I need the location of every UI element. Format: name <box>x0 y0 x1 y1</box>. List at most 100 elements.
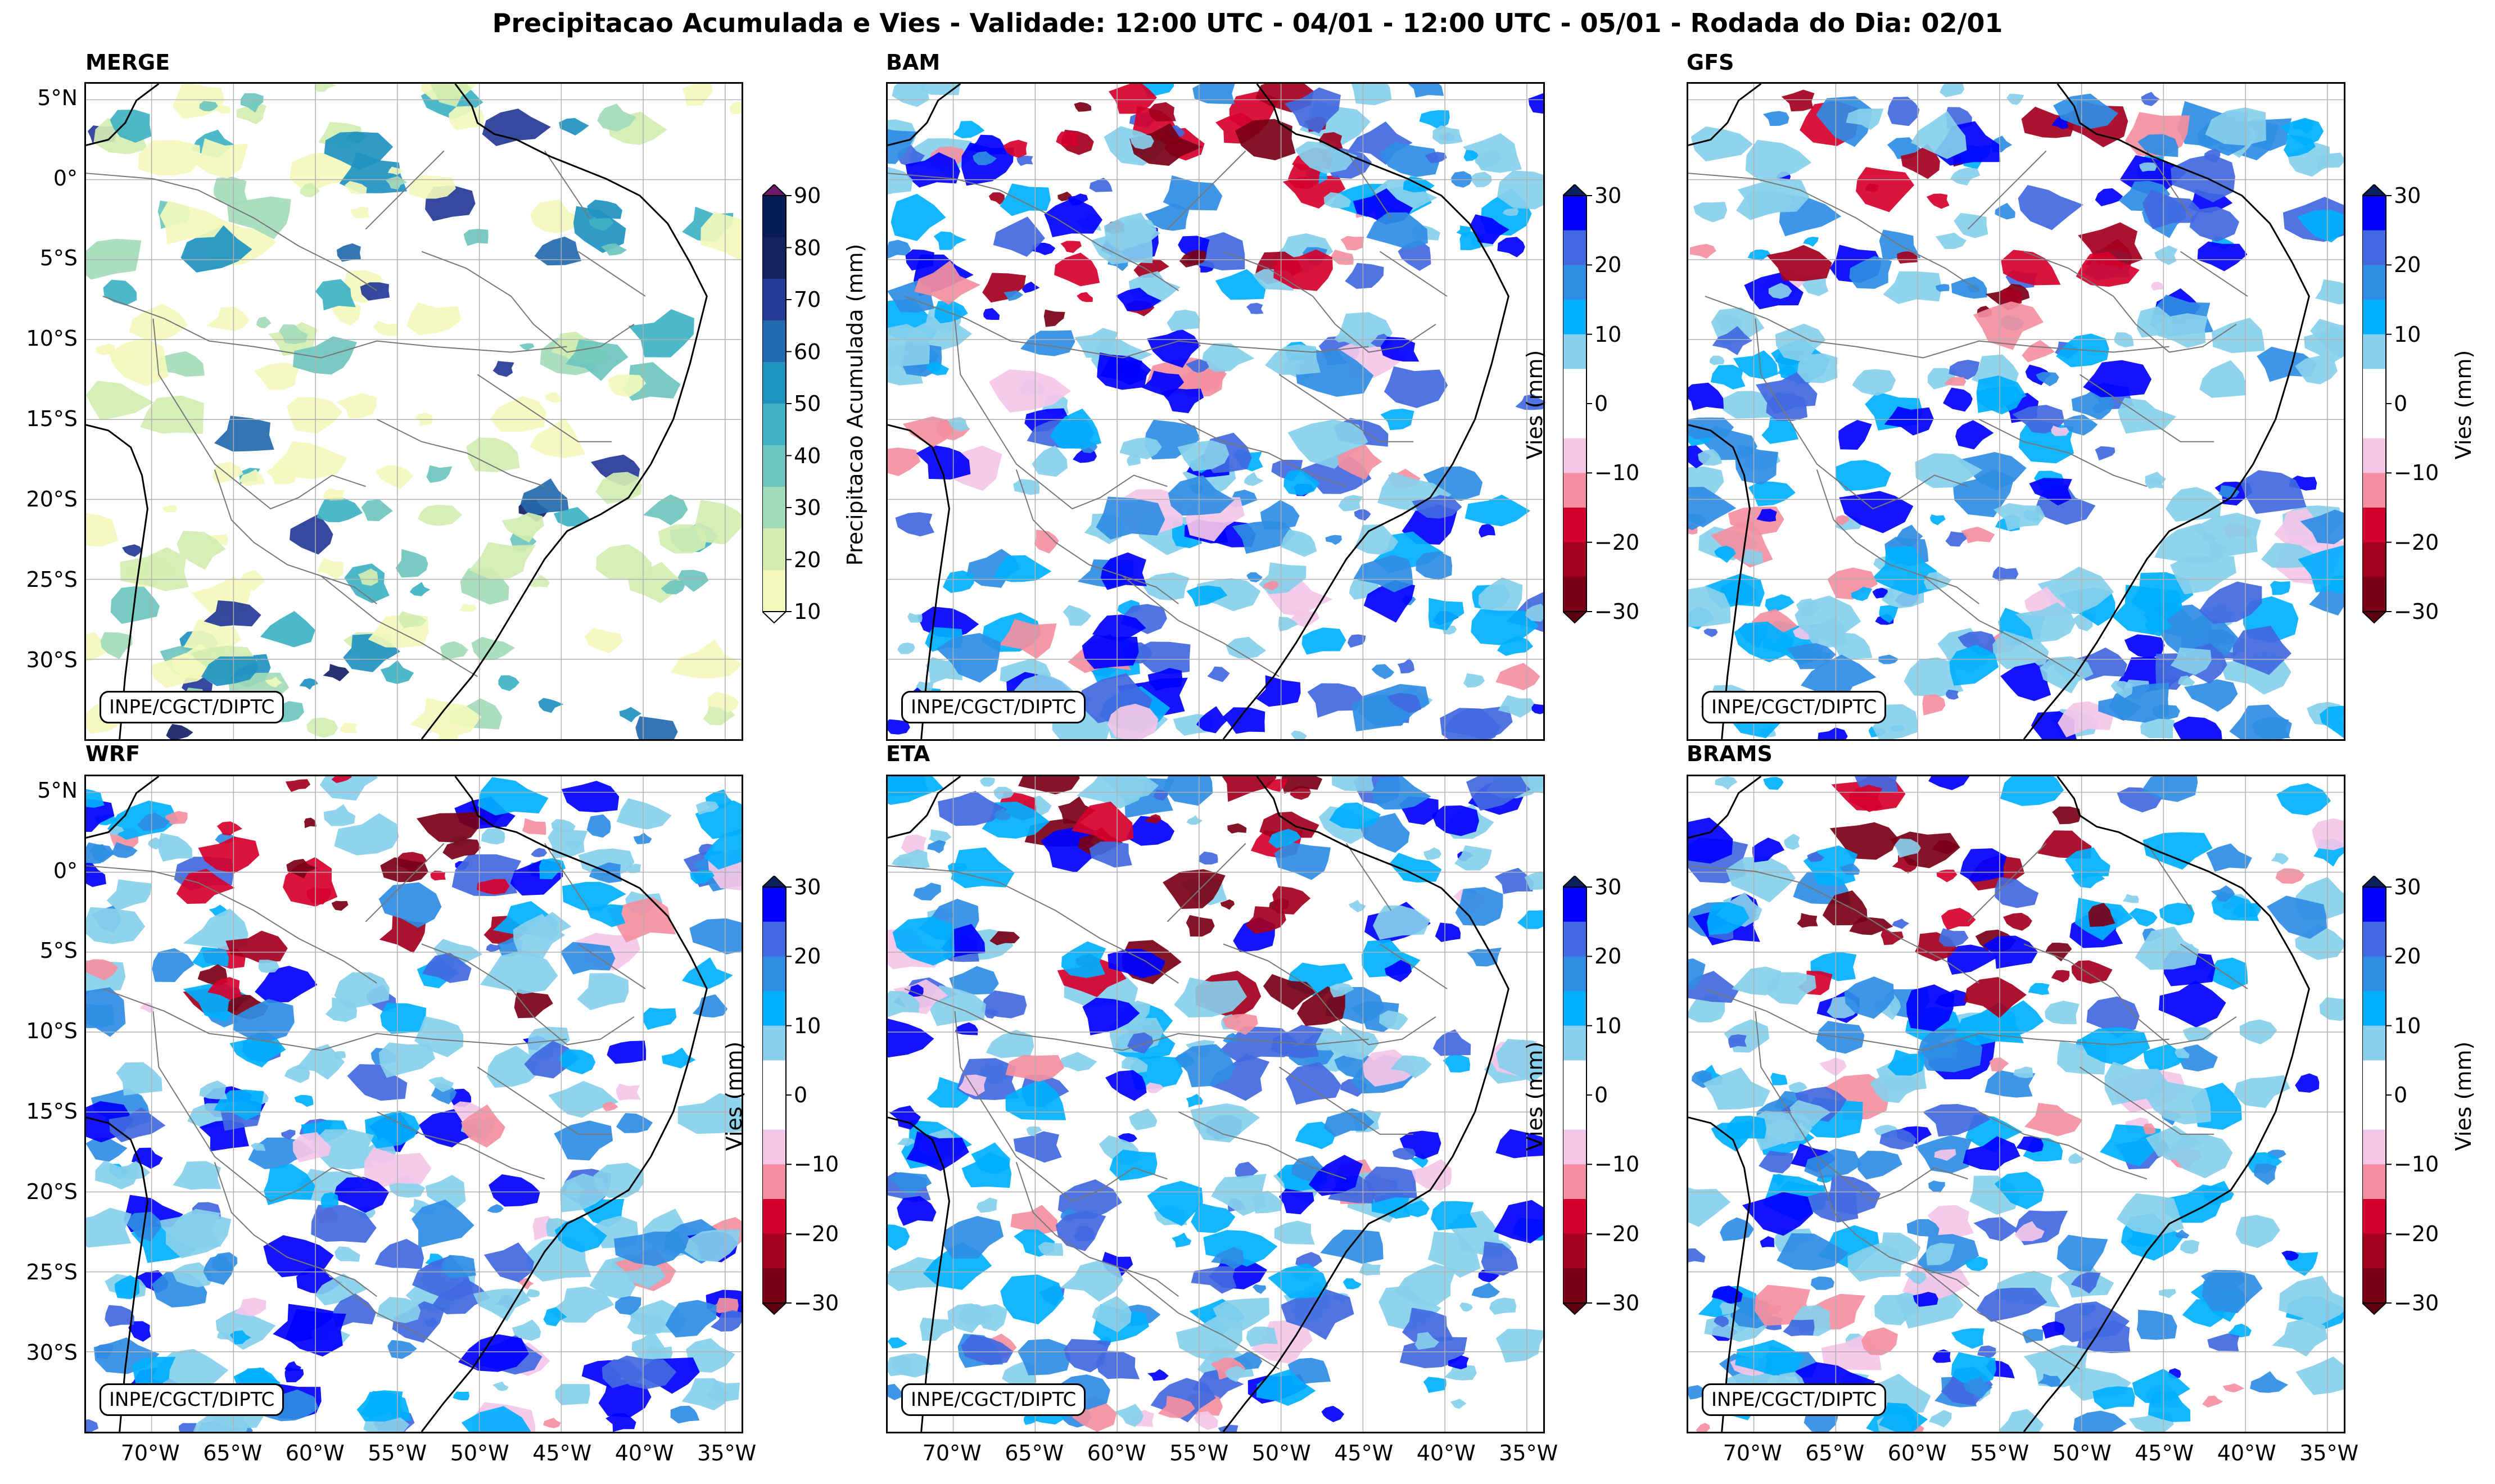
latitude-label: 25°S <box>26 567 78 592</box>
field-cell <box>1763 111 1789 126</box>
field-cell <box>229 1330 251 1345</box>
field-cell <box>255 966 318 1003</box>
field-cell <box>1878 1402 1928 1432</box>
map-panel-bam: INPE/CGCT/DIPTC <box>886 82 1545 741</box>
field-cell <box>1454 845 1492 871</box>
field-cell <box>1281 776 1323 794</box>
field-cell <box>1906 984 1955 1031</box>
field-cell <box>1222 1014 1258 1035</box>
field-cell <box>1392 1147 1416 1160</box>
field-cell <box>554 1216 607 1252</box>
colorbar-segment <box>1563 300 1587 335</box>
field-cell <box>1432 805 1479 836</box>
field-cell <box>953 120 985 139</box>
field-cell <box>1688 382 1724 411</box>
field-cell <box>681 957 733 989</box>
field-cell <box>1495 1039 1543 1083</box>
field-cell <box>225 930 288 963</box>
field-cell <box>1475 149 1503 168</box>
field-cell <box>1495 1129 1543 1159</box>
field-cell <box>1379 1010 1408 1030</box>
field-cell <box>1893 1286 1964 1329</box>
field-cell <box>425 1175 466 1211</box>
field-cell <box>2234 1075 2290 1108</box>
field-cell <box>1431 1201 1478 1230</box>
field-cell <box>1788 1082 1807 1094</box>
field-cell <box>1211 1174 1267 1216</box>
field-cell <box>1883 271 1942 304</box>
colorbar-segment <box>1563 1199 1587 1234</box>
field-cell <box>1489 1297 1517 1315</box>
field-cell <box>905 152 960 188</box>
field-cell <box>1946 689 1959 700</box>
field-cell <box>1517 910 1543 929</box>
field-cell <box>2315 279 2344 305</box>
field-cell <box>1934 1149 1956 1161</box>
field-cell <box>409 175 456 199</box>
field-cell <box>1274 841 1331 880</box>
field-cell <box>106 879 152 911</box>
latitude-label: 30°S <box>26 1340 78 1365</box>
field-cell <box>1387 693 1421 713</box>
field-cell <box>1096 1351 1140 1379</box>
field-cell <box>2158 980 2226 1028</box>
field-cell <box>463 229 489 246</box>
field-cell <box>281 1129 296 1140</box>
field-cell <box>1167 309 1200 332</box>
field-cell <box>199 101 218 112</box>
field-cell <box>417 504 463 526</box>
field-cell <box>520 478 569 517</box>
field-cell <box>1133 259 1169 278</box>
field-cell <box>358 568 378 586</box>
field-cell <box>1688 586 1731 627</box>
field-cell <box>1932 1349 1951 1363</box>
colorbar-tick-label: 10 <box>2394 322 2421 347</box>
field-cell <box>2273 508 2325 545</box>
field-cell <box>1742 1192 1814 1236</box>
field-cell <box>140 395 205 434</box>
field-cell <box>2170 555 2236 595</box>
field-cell <box>138 140 201 176</box>
field-cell <box>1827 567 1878 600</box>
field-cell <box>1017 1338 1071 1376</box>
field-cell <box>1892 919 1910 929</box>
field-cell <box>1922 1041 1958 1061</box>
field-cell <box>2135 926 2199 970</box>
field-cell <box>285 779 311 792</box>
field-cell <box>1851 587 1873 601</box>
field-cell <box>1767 972 1816 1005</box>
field-cell <box>178 1423 197 1432</box>
field-cell <box>614 1296 641 1315</box>
colorbar-extend-min <box>2362 1302 2388 1315</box>
field-cell <box>331 776 352 784</box>
field-cell <box>2154 523 2229 564</box>
field-cell <box>1295 1252 1323 1269</box>
field-cell <box>1227 823 1247 834</box>
field-cell <box>1301 627 1346 655</box>
field-cell <box>1032 445 1068 477</box>
map-canvas <box>1688 84 2344 739</box>
field-cell <box>395 549 428 578</box>
colorbar-segment <box>2362 508 2386 543</box>
field-cell <box>1190 1103 1260 1143</box>
colorbar-segment <box>1563 230 1587 265</box>
colorbar-label: Vies (mm) <box>2451 350 2476 460</box>
field-cell <box>1320 1229 1384 1264</box>
field-cell <box>1003 139 1028 158</box>
field-cell <box>292 1132 332 1162</box>
field-cell <box>1443 1055 1471 1073</box>
field-cell <box>2280 117 2324 146</box>
field-cell <box>677 1093 742 1134</box>
colorbar-label: Vies (mm) <box>1522 1041 1547 1151</box>
field-cell <box>543 1418 561 1428</box>
field-cell <box>1992 566 2019 581</box>
field-cell <box>2018 184 2083 230</box>
longitude-label: 45°W <box>1334 1441 1394 1465</box>
field-cell <box>1279 1188 1314 1215</box>
colorbar-tick-label: 10 <box>1594 1013 1622 1038</box>
field-cell <box>888 1224 910 1251</box>
colorbar-segment <box>762 404 786 446</box>
field-cell <box>959 1074 987 1097</box>
field-cell <box>1018 776 1080 795</box>
field-cell <box>294 1094 314 1107</box>
